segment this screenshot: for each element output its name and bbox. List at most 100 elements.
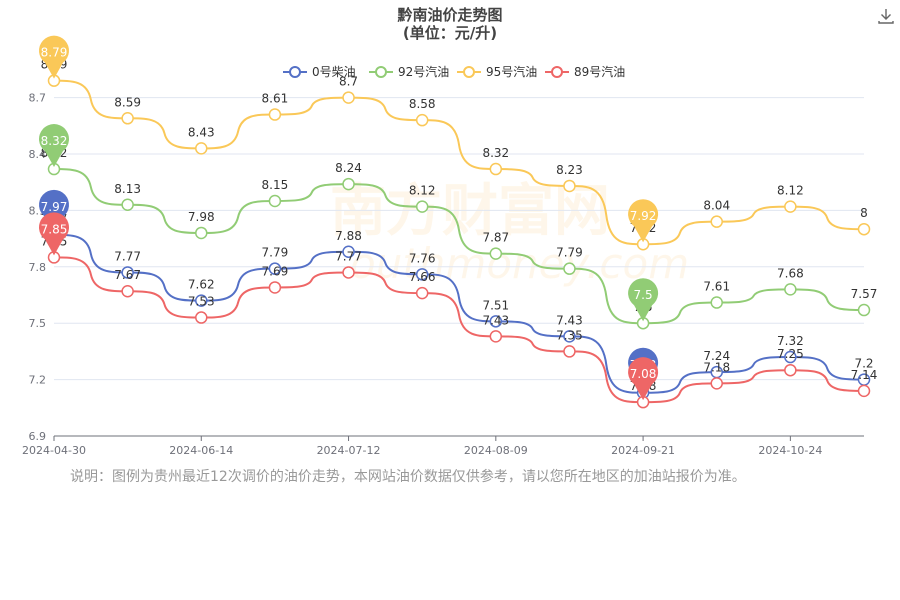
data-point[interactable] xyxy=(563,262,576,275)
x-tick-label: 2024-08-09 xyxy=(464,444,528,457)
data-point[interactable] xyxy=(342,91,355,104)
watermark: 南方财富网 outhmoney.com xyxy=(330,179,689,288)
legend-marker xyxy=(551,66,563,78)
data-point[interactable] xyxy=(857,222,871,236)
download-icon[interactable] xyxy=(876,6,896,26)
legend-item[interactable]: 89号汽油 xyxy=(545,64,625,79)
data-point[interactable] xyxy=(268,108,282,121)
data-point[interactable] xyxy=(195,226,208,240)
data-point[interactable] xyxy=(563,330,576,343)
data-label: 8.04 xyxy=(703,199,730,213)
data-label: 7.66 xyxy=(409,270,436,284)
data-label: 7.79 xyxy=(262,246,289,260)
data-point[interactable] xyxy=(489,162,503,176)
data-point[interactable] xyxy=(415,113,429,127)
pin-label: 7.92 xyxy=(630,209,657,223)
data-label: 8.24 xyxy=(335,161,362,175)
series-line-0 xyxy=(53,233,865,394)
series-line-3 xyxy=(53,256,865,404)
data-label: 7.79 xyxy=(556,246,583,260)
data-label: 7.14 xyxy=(851,368,878,382)
data-label: 7.67 xyxy=(114,268,141,282)
pin-shape xyxy=(628,199,659,243)
data-point[interactable] xyxy=(195,142,208,155)
pin-marker: 7.08 xyxy=(628,357,659,401)
data-label: 7.77 xyxy=(114,249,141,263)
data-label: 7.98 xyxy=(188,210,215,224)
data-point[interactable] xyxy=(857,303,871,317)
data-point[interactable] xyxy=(415,286,429,300)
data-point[interactable] xyxy=(489,247,503,260)
pin-shape xyxy=(628,278,659,322)
data-point[interactable] xyxy=(563,179,576,193)
pin-shape xyxy=(628,357,659,401)
data-label: 7.69 xyxy=(262,264,289,278)
data-point[interactable] xyxy=(342,245,355,259)
pin-marker: 8.79 xyxy=(39,35,70,79)
pin-label: 7.85 xyxy=(41,222,68,236)
data-label: 7.32 xyxy=(777,334,804,348)
pin-marker: 8.32 xyxy=(39,124,70,168)
data-point[interactable] xyxy=(268,281,282,294)
data-label: 7.43 xyxy=(482,313,509,327)
data-point[interactable] xyxy=(195,294,208,307)
data-point[interactable] xyxy=(857,384,871,398)
data-label: 7.25 xyxy=(777,347,804,361)
data-point[interactable] xyxy=(784,363,797,377)
data-point[interactable] xyxy=(195,311,208,324)
legend-item[interactable]: 95号汽油 xyxy=(457,64,537,79)
legend-label: 89号汽油 xyxy=(574,64,625,79)
data-point[interactable] xyxy=(268,262,282,275)
data-point[interactable] xyxy=(710,296,723,309)
legend-marker xyxy=(375,66,387,78)
pin-shape xyxy=(39,189,70,233)
data-label: 7.57 xyxy=(851,287,878,301)
watermark-text: 南方财富网 xyxy=(330,179,610,244)
data-point[interactable] xyxy=(415,200,429,213)
data-label: 7.18 xyxy=(703,360,730,374)
data-point[interactable] xyxy=(784,200,797,213)
data-point[interactable] xyxy=(784,283,797,296)
data-label: 7.43 xyxy=(556,313,583,327)
data-point[interactable] xyxy=(342,177,355,191)
x-tick-label: 2024-04-30 xyxy=(22,444,86,457)
data-label: 8.12 xyxy=(777,184,804,198)
legend-label: 92号汽油 xyxy=(398,64,449,79)
data-point[interactable] xyxy=(710,215,723,228)
data-label: 8.13 xyxy=(114,182,141,196)
y-tick-label: 7.8 xyxy=(29,261,47,274)
data-label: 7.2 xyxy=(854,357,873,371)
x-tick-label: 2024-10-24 xyxy=(758,444,822,457)
data-label: 8.32 xyxy=(482,146,509,160)
data-point[interactable] xyxy=(710,377,723,390)
legend[interactable]: 0号柴油 92号汽油 95号汽油 89号汽油 xyxy=(283,64,625,79)
pin-label: 8.79 xyxy=(41,46,68,60)
data-label: 7.88 xyxy=(335,229,362,243)
chart-note: 说明：图例为贵州最近12次调价的油价走势，本网站油价数据仅供参考，请以您所在地区… xyxy=(70,469,746,485)
data-label: 8.43 xyxy=(188,125,215,139)
pins-layer: 7.977.138.327.58.797.927.857.08 xyxy=(39,35,659,401)
data-point[interactable] xyxy=(121,198,134,212)
data-label: 8.58 xyxy=(409,97,436,111)
pin-shape xyxy=(39,212,70,256)
data-point[interactable] xyxy=(415,268,429,281)
data-point[interactable] xyxy=(489,330,503,343)
data-point[interactable] xyxy=(784,350,797,364)
legend-item[interactable]: 92号汽油 xyxy=(369,64,449,79)
pin-label: 8.32 xyxy=(41,134,68,148)
data-label: 8.7 xyxy=(339,75,358,89)
y-tick-label: 6.9 xyxy=(29,430,47,443)
data-point[interactable] xyxy=(121,112,134,125)
data-point[interactable] xyxy=(121,266,134,279)
data-point[interactable] xyxy=(268,194,282,208)
data-point[interactable] xyxy=(489,315,503,328)
data-point[interactable] xyxy=(342,266,355,279)
x-tick-label: 2024-07-12 xyxy=(317,444,381,457)
data-label: 7.77 xyxy=(335,249,362,263)
data-point[interactable] xyxy=(121,284,134,298)
legend-item[interactable]: 0号柴油 xyxy=(283,65,356,79)
pin-marker: 7.92 xyxy=(628,199,659,243)
data-point[interactable] xyxy=(563,345,576,358)
x-tick-label: 2024-06-14 xyxy=(169,444,233,457)
